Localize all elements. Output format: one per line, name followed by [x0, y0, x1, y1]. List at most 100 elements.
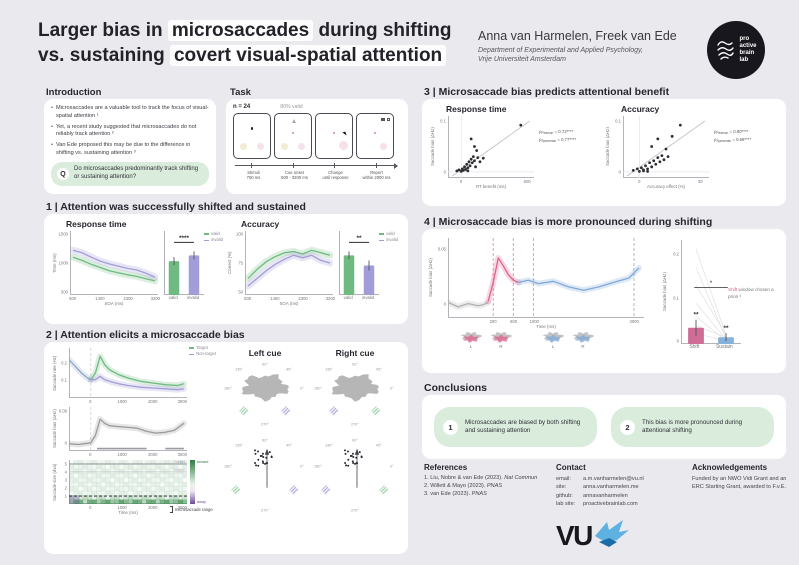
- intro-card: • Microsaccades are a valuable tool to tr…: [44, 99, 216, 194]
- contact-heading: Contact: [556, 463, 586, 472]
- conclusion-1: 1 Microsaccades are biased by both shift…: [434, 407, 597, 447]
- saccade-endpoint-cluster: [344, 448, 363, 488]
- nontarget-diamond-icon: [289, 485, 299, 495]
- task-heading: Task: [230, 87, 251, 98]
- s2-bias-chart: [69, 407, 187, 451]
- task-card: n = 24 80% valid Stimuli 750 ms Cue onset…: [226, 99, 408, 194]
- left-cue-title: Left cue: [248, 348, 282, 358]
- intro-bullets: • Microsaccades are a valuable tool to tr…: [51, 105, 209, 157]
- fixation-dot-icon: [250, 127, 254, 130]
- contact-block: Contact email: a.m.vanharmelen@vu.nl site…: [556, 463, 690, 509]
- stimulus-blob-icon: [240, 143, 248, 151]
- heat-center-label: Center: [173, 460, 185, 464]
- lab-logo: pro active brain lab: [707, 21, 765, 79]
- vu-wordmark: VU: [556, 520, 593, 551]
- stimulus-blob-icon: [281, 143, 289, 151]
- cue-dot-icon: [291, 132, 294, 135]
- s1-rt-title: Response time: [66, 219, 127, 229]
- contact-email: email: a.m.vanharmelen@vu.nl: [556, 476, 644, 482]
- vu-logo: VU: [556, 520, 631, 551]
- s3-rt-scatter: [448, 116, 534, 178]
- griffin-icon: [594, 520, 629, 547]
- s2-rate-legend: Target Non-target: [189, 345, 216, 358]
- shift-window-note: Shift window chosen a priori ³: [728, 287, 774, 299]
- colorbar-toward-label: toward: [197, 460, 209, 464]
- right-cue-polar: 90° 45° 135° 180° 0° 270°: [313, 361, 394, 427]
- research-question: Do microsaccades predominantly track shi…: [74, 166, 199, 181]
- s1-rt-group: Response time Time (ms) 1500 1000 500 50…: [52, 219, 225, 319]
- lab-logo-words: pro active brain lab: [739, 36, 757, 63]
- stimulus-blob-icon: [257, 143, 265, 151]
- task-meta: n = 24 80% valid: [233, 104, 401, 110]
- svg-text:**: **: [356, 235, 362, 242]
- section4-card: Saccade bias (ΔHz) 0.05 0 200 600 1000 3…: [422, 229, 786, 373]
- author-names: Anna van Harmelen, Freek van Ede: [478, 29, 677, 43]
- intro-bullet: • Van Ede proposed this may be due to the…: [51, 142, 191, 156]
- contact-lab-site: lab site: proactivebrainlab.com: [556, 501, 638, 508]
- poster-title: Larger bias in microsaccades during shif…: [38, 18, 486, 68]
- saccade-endpoint-cluster: [254, 448, 273, 488]
- left-cue-polar: 90° 45° 135° 180° 0° 270°: [223, 361, 304, 427]
- bullet-icon: •: [51, 142, 53, 149]
- s3-rt-title: Response time: [446, 104, 507, 114]
- s1-acc-group: Accuracy Correct (%) 100 75 50 500 1400 …: [227, 219, 400, 319]
- cue-dot-icon: [373, 132, 376, 135]
- sustain-left-distribution: [542, 332, 564, 343]
- svg-text:*: *: [710, 280, 713, 287]
- svg-text:****: ****: [179, 235, 190, 242]
- target-diamond-icon: [239, 406, 249, 416]
- research-question-pill: Q Do microsaccades predominantly track s…: [51, 162, 209, 186]
- non-target-legend-icon: [189, 353, 195, 356]
- nontarget-diamond-icon: [329, 406, 339, 416]
- task-panels: [233, 113, 401, 159]
- section1-card: Response time Time (ms) 1500 1000 500 50…: [44, 214, 408, 324]
- bullet-icon: •: [51, 105, 53, 111]
- right-cue-endpoint-polar: 90° 45° 135° 180° 0° 270°: [313, 437, 394, 513]
- s3-acc-group: Accuracy Saccade bias (ΔHz) 0.1 0 0 30 A…: [605, 104, 778, 201]
- s2-charts: Saccade rate (Hz) 0.2 0.1 0 1000 2000 30…: [52, 345, 216, 515]
- nontarget-diamond-icon: [321, 485, 331, 495]
- intro-heading: Introduction: [46, 87, 102, 98]
- right-cue-title: Right cue: [335, 348, 375, 358]
- cue-dot-icon: [332, 132, 335, 135]
- heat-colorbar: toward away: [190, 460, 208, 504]
- sustain-right-distribution: [572, 332, 594, 343]
- changed-stimulus-icon: [338, 141, 348, 151]
- intro-bullet: • Microsaccades are a valuable tool to tr…: [51, 105, 209, 119]
- s1-acc-yticks: 100 75 50: [236, 231, 243, 295]
- svg-text:**: **: [723, 325, 729, 332]
- heat-stimuli-label: Stimuli: [173, 468, 185, 472]
- section3-card: Response time Saccade bias (ΔHz) 0.1 0 0…: [422, 99, 786, 206]
- s4-mini-distributions: L R L R: [456, 331, 650, 349]
- s1-rt-bars: **** valid invalid: [164, 231, 204, 300]
- target-legend-icon: [189, 347, 195, 349]
- acknowledgements-heading: Acknowledgements: [692, 463, 768, 472]
- title-text: during shifting: [313, 20, 452, 41]
- q-badge: Q: [57, 168, 69, 181]
- s3-rt-group: Response time Saccade bias (ΔHz) 0.1 0 0…: [430, 104, 603, 201]
- bracket-icon: [170, 506, 173, 513]
- section4-heading: 4 | Microsaccade bias is more pronounced…: [424, 216, 713, 228]
- s1-rt-yticks: 1500 1000 500: [58, 231, 68, 295]
- colorbar-away-label: away: [197, 500, 206, 504]
- section2-card: Saccade rate (Hz) 0.2 0.1 0 1000 2000 30…: [44, 342, 408, 554]
- s4-timecourse: Saccade bias (ΔHz) 0.05 0 200 600 1000 3…: [428, 234, 650, 368]
- conclusions-heading: Conclusions: [424, 382, 488, 394]
- s1-acc-title: Accuracy: [241, 219, 280, 229]
- nontarget-diamond-icon: [281, 406, 291, 416]
- cue-arrow-icon: [291, 119, 296, 124]
- s3-acc-stats: ρPearson = 0.80**** ρSpearman = 0.69****: [714, 129, 752, 144]
- microsaccade-range-label: microsaccade range: [170, 506, 213, 513]
- valid-legend-icon: [204, 233, 210, 235]
- section1-heading: 1 | Attention was successfully shifted a…: [46, 201, 306, 213]
- acknowledgements-block: Acknowledgements Funded by an NWO Vidi G…: [692, 463, 788, 491]
- invalid-legend-icon: [379, 239, 385, 242]
- references-block: References 1. Liu, Nobre & van Ede (2023…: [424, 463, 552, 498]
- s3-rt-stats: ρPearson = 0.72**** ρSpearman = 0.77****: [539, 129, 577, 144]
- s3-acc-scatter: [623, 116, 709, 178]
- s1-acc-legend: valid invalid: [379, 231, 398, 244]
- reference-item: 3. van Ede (2023). PNAS: [424, 490, 487, 497]
- task-panel-stimuli: [233, 113, 271, 159]
- shift-left-distribution: [460, 332, 482, 343]
- references-heading: References: [424, 463, 468, 472]
